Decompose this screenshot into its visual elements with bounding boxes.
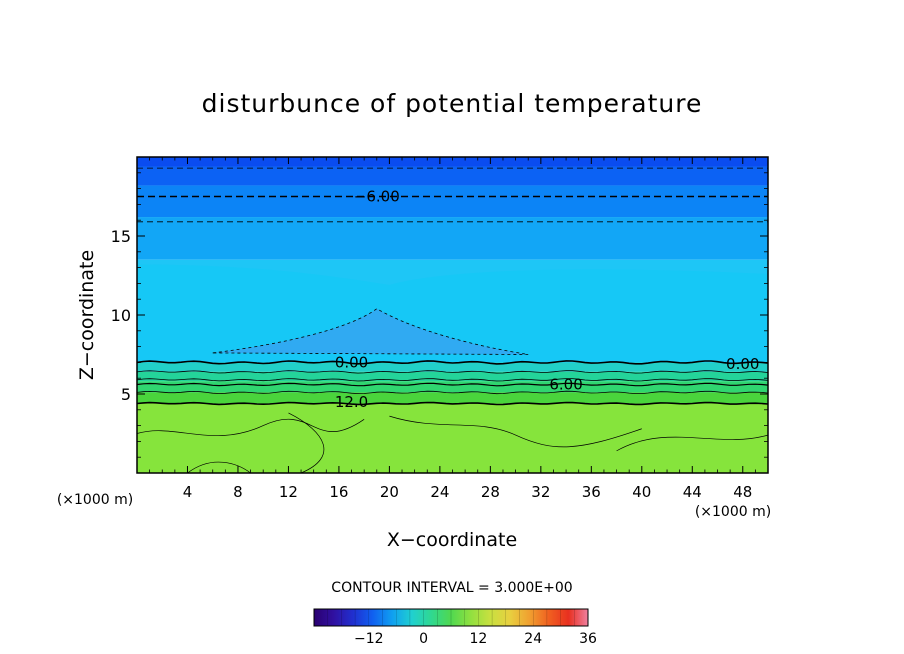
contour-label: −6.00 xyxy=(354,188,400,206)
contour-labels: −6.00 0.00 0.00 6.00 12.0 xyxy=(335,188,760,411)
y-tick-label: 10 xyxy=(111,306,131,325)
contour-line xyxy=(389,415,642,448)
x-tick-label: 8 xyxy=(233,483,243,501)
contour-line xyxy=(137,360,768,365)
x-tick-label: 28 xyxy=(481,483,500,501)
field-band xyxy=(212,308,529,355)
field-band xyxy=(137,362,768,372)
field-band xyxy=(137,392,768,404)
x-tick-label: 40 xyxy=(632,483,651,501)
chart-title: disturbunce of potential temperature xyxy=(202,89,703,118)
x-tick-label: 36 xyxy=(582,483,601,501)
field-band xyxy=(137,157,768,167)
colorbar-tick-label: 36 xyxy=(579,631,597,647)
colorbar-tick-label: 12 xyxy=(469,631,487,647)
contour-line xyxy=(616,434,768,452)
colorbar-tick-label: 0 xyxy=(419,631,428,647)
y-tick-label: 5 xyxy=(121,385,131,404)
contour-line xyxy=(137,370,768,374)
contour-label: 0.00 xyxy=(726,355,759,373)
x-tick-label: 24 xyxy=(430,483,449,501)
field-band xyxy=(137,403,768,473)
contour-line xyxy=(137,382,768,387)
colorbar-tick-label: 24 xyxy=(524,631,542,647)
x-axis-label: X−coordinate xyxy=(387,529,517,551)
field-band xyxy=(137,264,768,363)
y-axis-ticks: 5 10 15 xyxy=(111,172,768,458)
x-unit-left: (×1000 m) xyxy=(57,492,133,508)
contour-line xyxy=(212,308,529,355)
x-tick-label: 20 xyxy=(380,483,399,501)
y-axis-label: Z−coordinate xyxy=(76,250,98,380)
contour-line xyxy=(137,390,768,395)
contour-lines xyxy=(137,167,768,473)
x-unit-right: (×1000 m) xyxy=(695,504,771,520)
colorbar: −12 0 12 24 36 xyxy=(313,608,597,647)
x-tick-label: 44 xyxy=(683,483,702,501)
contour-line xyxy=(137,418,365,437)
contour-line xyxy=(288,412,325,473)
x-tick-label: 4 xyxy=(183,483,193,501)
temperature-field xyxy=(137,157,768,473)
field-band xyxy=(137,185,768,218)
contour-line xyxy=(137,378,768,382)
contour-line xyxy=(187,461,251,473)
x-tick-label: 12 xyxy=(279,483,298,501)
contour-label: 0.00 xyxy=(335,353,368,371)
contour-interval-note: CONTOUR INTERVAL = 3.000E+00 xyxy=(331,580,572,596)
field-band xyxy=(137,217,768,260)
contour-label: 6.00 xyxy=(549,376,582,394)
field-band xyxy=(137,381,768,393)
contour-line xyxy=(137,401,768,406)
colorbar-tick-label: −12 xyxy=(354,631,384,647)
x-tick-label: 16 xyxy=(329,483,348,501)
field-band xyxy=(137,166,768,186)
x-tick-label: 48 xyxy=(733,483,752,501)
field-band xyxy=(137,371,768,382)
y-tick-label: 15 xyxy=(111,227,131,246)
contour-label: 12.0 xyxy=(335,393,368,411)
x-tick-label: 32 xyxy=(531,483,550,501)
x-axis-ticks: 4 8 12 16 20 24 28 32 36 40 44 48 xyxy=(149,157,756,501)
